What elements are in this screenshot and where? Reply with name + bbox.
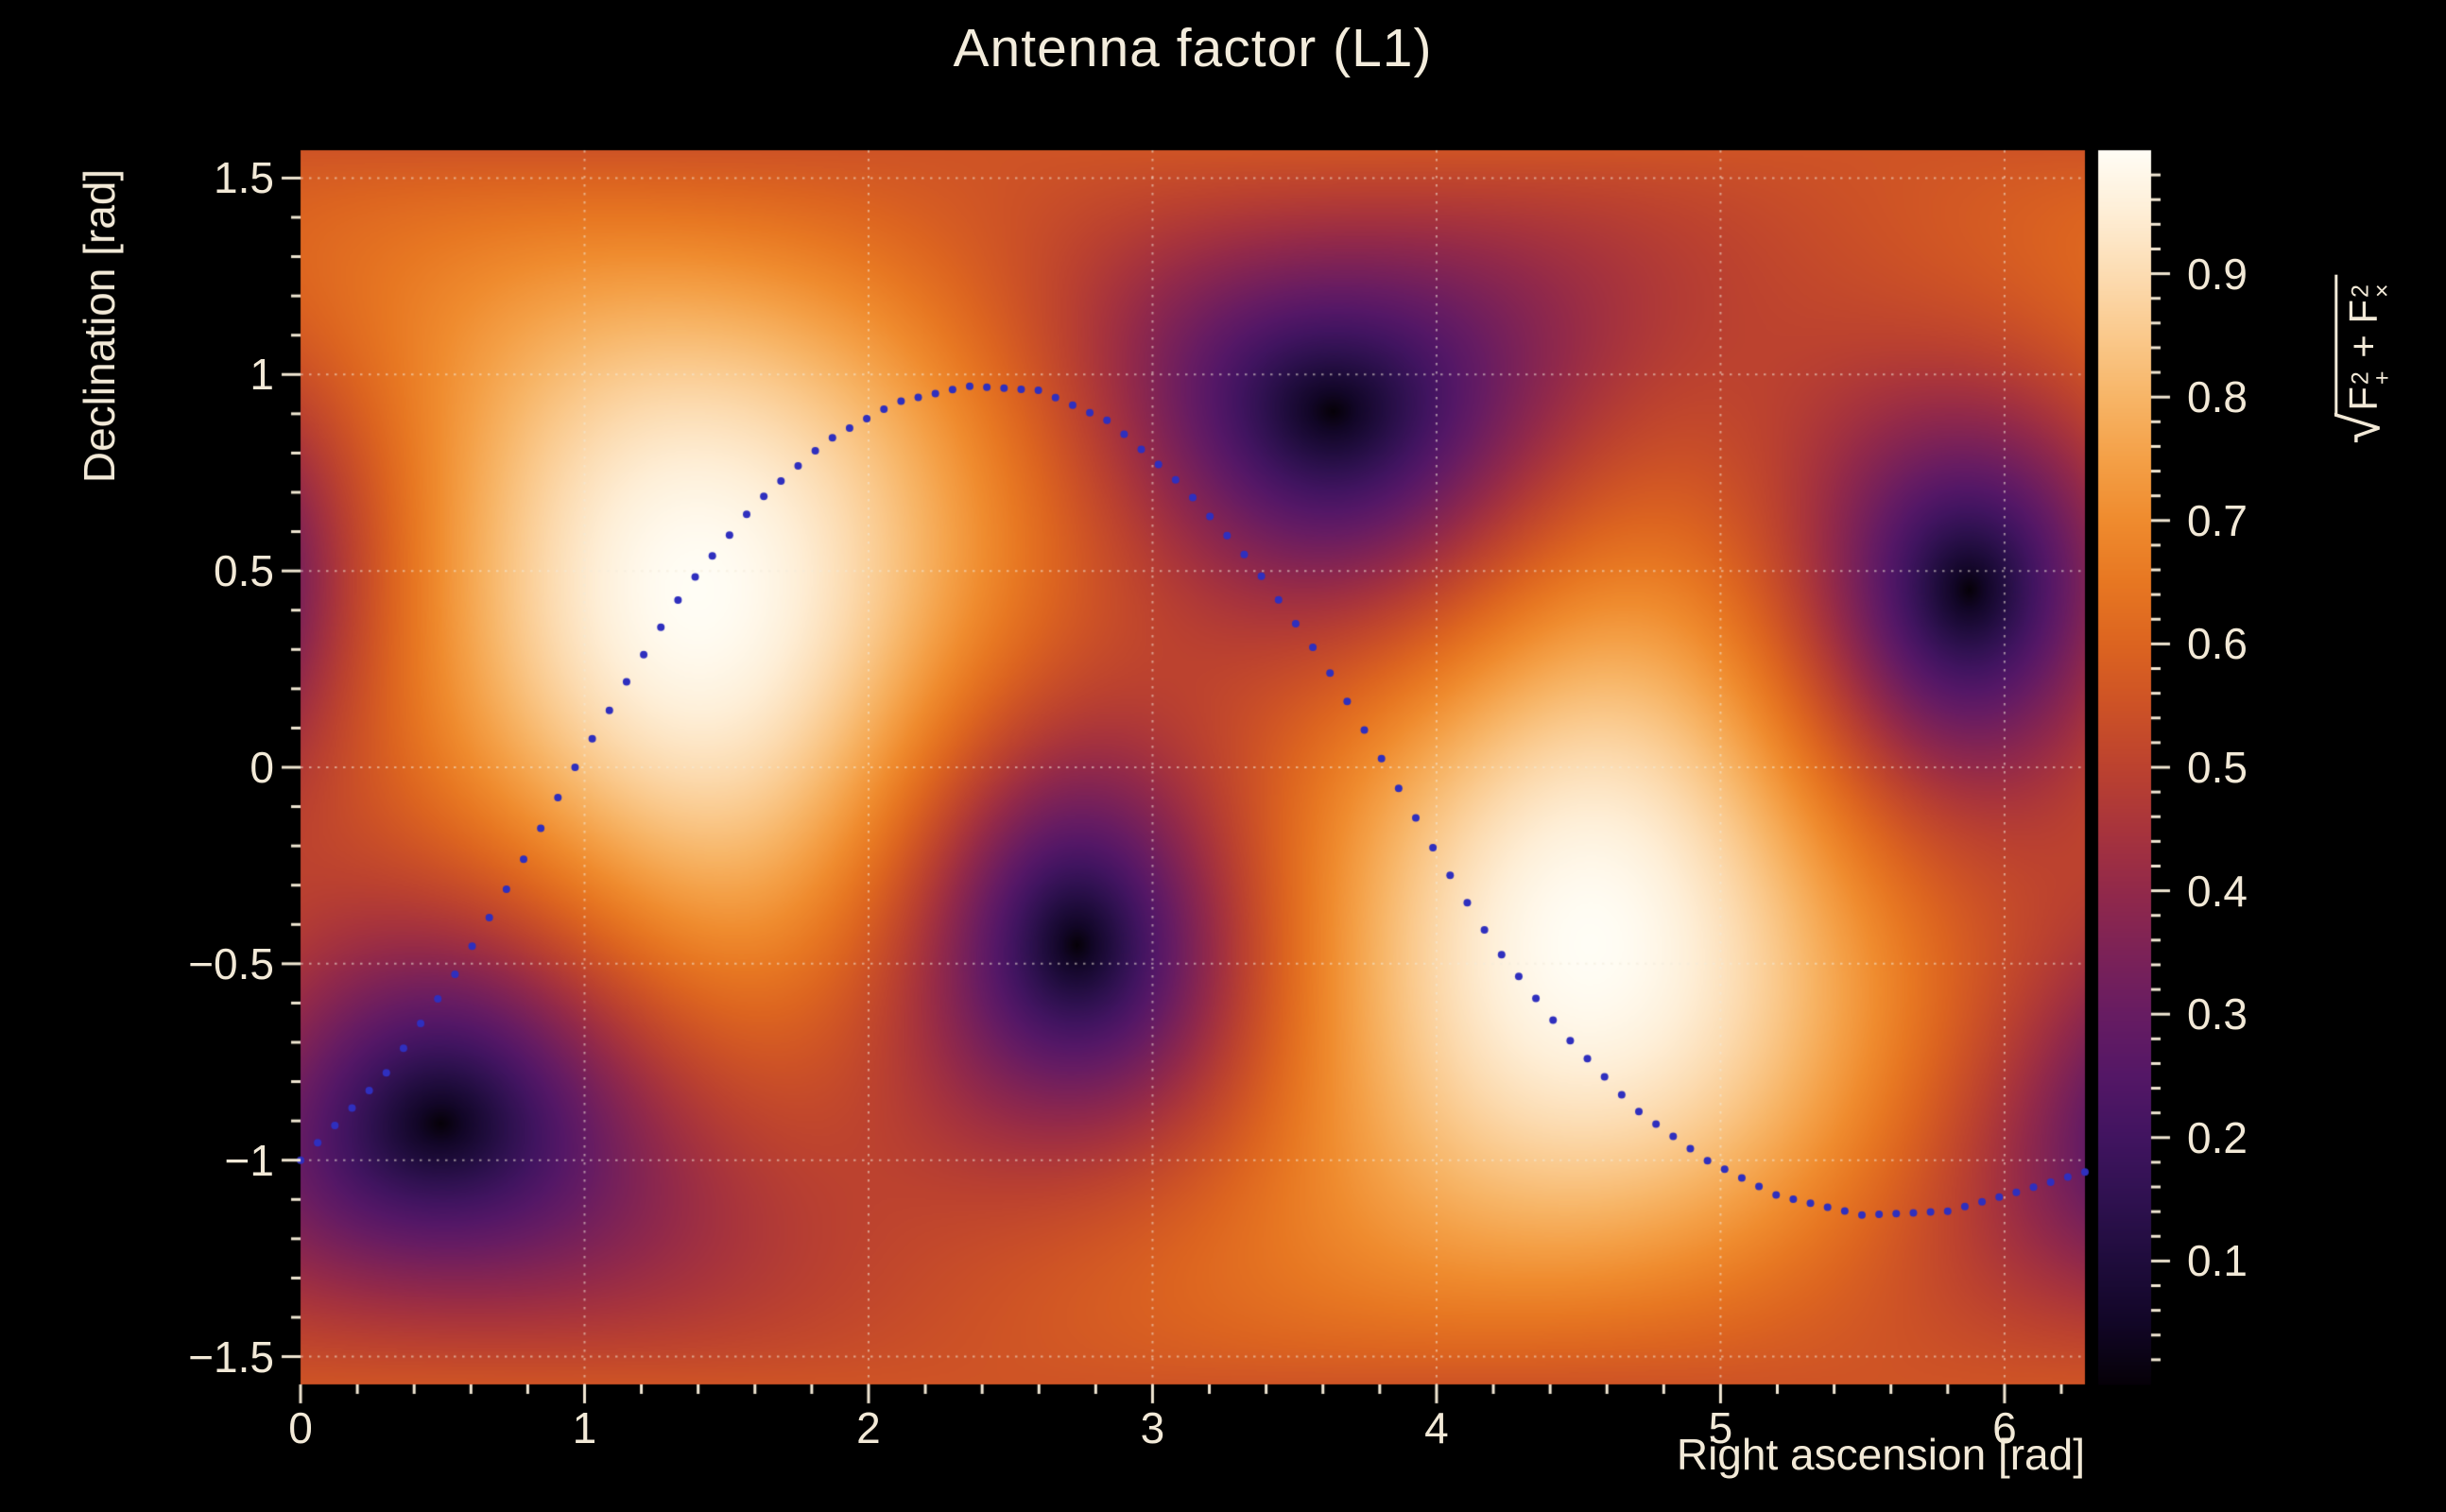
colorbar-formula-radicand: F 2 + + F 2 × — [2334, 274, 2395, 415]
x-tick-label: 2 — [856, 1403, 881, 1452]
y-tick-label: −1.5 — [188, 1332, 274, 1382]
y-tick-label: 1 — [250, 350, 274, 400]
formula-f-cross: F — [2340, 299, 2386, 324]
colorbar-tick-label: 0.6 — [2187, 619, 2248, 669]
x-axis-title: Right ascension [rad] — [1676, 1430, 2085, 1479]
x-tick-label: 4 — [1424, 1403, 1449, 1452]
y-axis-title: Declination [rad] — [75, 168, 124, 484]
colorbar-tick-label: 0.9 — [2187, 249, 2248, 299]
formula-f-cross-scripts: 2 × — [2348, 284, 2396, 298]
formula-plus-operator: + — [2340, 323, 2386, 369]
colorbar-tick-label: 0.1 — [2187, 1236, 2248, 1286]
colorbar-tick-label: 0.8 — [2187, 372, 2248, 422]
y-tick-label: 1.5 — [214, 153, 274, 203]
y-tick-label: −1 — [224, 1135, 274, 1185]
y-tick-label: 0 — [250, 743, 274, 792]
x-tick-label: 0 — [288, 1403, 313, 1452]
y-tick-label: 0.5 — [214, 546, 274, 596]
colorbar-axis-title: √ F 2 + + F 2 × — [2328, 274, 2395, 444]
y-tick-label: −0.5 — [188, 938, 274, 988]
chart-title: Antenna factor (L1) — [953, 18, 1433, 78]
formula-f-cross-sub: × — [2368, 284, 2396, 298]
formula-f-plus-sub: + — [2368, 370, 2396, 386]
radical-sign-icon: √ — [2328, 412, 2392, 444]
colorbar-tick-label: 0.7 — [2187, 495, 2248, 545]
x-tick-label: 1 — [572, 1403, 597, 1452]
colorbar-tick-label: 0.3 — [2187, 989, 2248, 1040]
colorbar-tick-label: 0.2 — [2187, 1112, 2248, 1162]
colorbar-tick-label: 0.5 — [2187, 743, 2248, 792]
x-tick-label: 6 — [1992, 1403, 2017, 1452]
formula-f-plus-scripts: 2 + — [2348, 370, 2396, 386]
colorbar-tick-label: 0.4 — [2187, 866, 2248, 916]
x-tick-label: 5 — [1708, 1403, 1733, 1452]
x-tick-label: 3 — [1140, 1403, 1165, 1452]
formula-f-plus: F — [2340, 387, 2386, 411]
